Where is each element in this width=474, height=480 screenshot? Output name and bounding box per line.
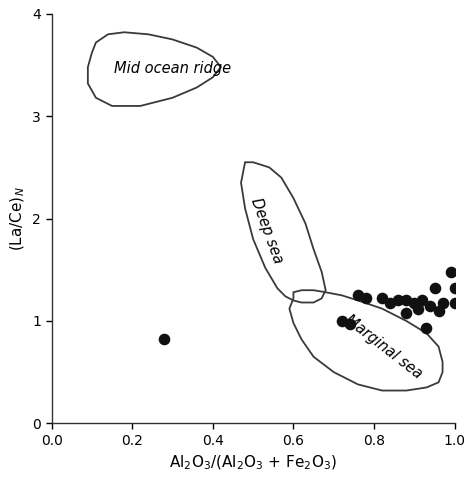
Point — [338, 317, 346, 325]
Point — [354, 291, 362, 299]
Point — [378, 295, 386, 302]
Text: Marginal sea: Marginal sea — [342, 312, 425, 381]
Point — [431, 284, 438, 292]
Point — [386, 299, 394, 306]
Point — [402, 309, 410, 317]
Point — [161, 336, 168, 343]
Point — [402, 297, 410, 304]
Point — [451, 299, 458, 306]
Point — [447, 268, 455, 276]
Point — [346, 320, 354, 328]
Point — [423, 324, 430, 332]
Point — [439, 299, 447, 306]
X-axis label: Al$_2$O$_3$/(Al$_2$O$_3$ + Fe$_2$O$_3$): Al$_2$O$_3$/(Al$_2$O$_3$ + Fe$_2$O$_3$) — [169, 453, 337, 472]
Y-axis label: (La/Ce)$_N$: (La/Ce)$_N$ — [9, 186, 27, 251]
Point — [394, 297, 402, 304]
Text: Deep sea: Deep sea — [248, 196, 286, 266]
Point — [362, 295, 370, 302]
Point — [435, 307, 442, 314]
Point — [451, 284, 458, 292]
Point — [427, 302, 434, 310]
Point — [415, 305, 422, 312]
Point — [419, 297, 426, 304]
Text: Mid ocean ridge: Mid ocean ridge — [114, 60, 231, 75]
Point — [410, 299, 418, 306]
